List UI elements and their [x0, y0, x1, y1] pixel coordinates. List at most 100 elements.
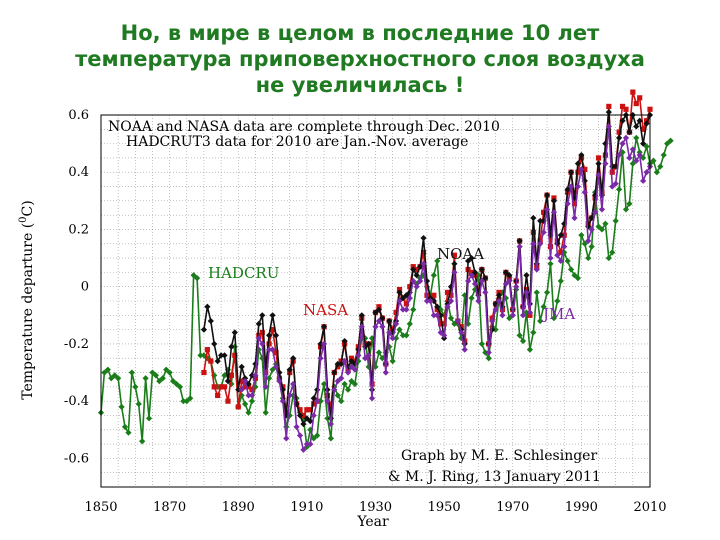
data-point-jma [478, 277, 485, 285]
data-point-nasa [269, 327, 276, 333]
data-point-nasa [235, 404, 241, 410]
data-point-nasa [232, 352, 238, 358]
data-point-jma [365, 352, 372, 359]
data-point-nasa [451, 252, 458, 258]
data-point-nasa [414, 266, 420, 273]
data-point-jma [272, 363, 280, 370]
data-point-noaa [310, 395, 317, 402]
data-point-hadcru [516, 332, 523, 339]
data-point-noaa [231, 329, 238, 336]
data-point-nasa [558, 249, 564, 255]
data-point-hadcru [547, 260, 554, 267]
data-point-hadcru [344, 386, 352, 393]
data-point-noaa [204, 303, 211, 310]
data-point-noaa [550, 197, 558, 204]
data-point-jma [561, 243, 568, 250]
data-point-jma [355, 352, 362, 359]
data-point-jma [242, 378, 249, 385]
data-point-hadcru [451, 320, 458, 327]
data-point-hadcru [396, 326, 403, 333]
data-point-noaa [331, 369, 338, 376]
data-point-jma [492, 306, 499, 313]
data-point-noaa [399, 295, 407, 302]
data-point-jma [454, 317, 461, 325]
data-point-nasa [623, 106, 629, 112]
data-point-hadcru [300, 415, 307, 422]
data-point-noaa [633, 123, 640, 130]
data-point-hadcru [657, 163, 664, 170]
x-tick-label: 2010 [633, 500, 666, 515]
data-point-noaa [217, 352, 225, 359]
data-point-hadcru [468, 295, 475, 302]
data-point-hadcru [595, 223, 602, 230]
data-point-jma [622, 134, 630, 141]
data-point-nasa [420, 249, 427, 255]
data-point-noaa [605, 109, 612, 116]
data-point-nasa [297, 407, 303, 413]
data-point-noaa [417, 263, 424, 270]
data-point-jma [341, 357, 348, 365]
data-point-noaa [410, 266, 417, 273]
data-point-jma [451, 269, 458, 276]
data-point-jma [585, 237, 592, 245]
data-point-hadcru [262, 409, 269, 416]
data-point-nasa [606, 103, 612, 110]
data-point-noaa [523, 272, 530, 279]
data-point-nasa [204, 347, 210, 353]
data-point-noaa [451, 260, 458, 267]
y-tick-label: -0.2 [64, 337, 89, 352]
data-point-noaa [365, 340, 372, 348]
data-point-noaa [303, 415, 310, 422]
data-point-hadcru [200, 352, 208, 359]
data-point-jma [533, 266, 540, 273]
data-point-jma [434, 312, 441, 319]
data-point-jma [310, 412, 317, 419]
data-point-noaa [348, 357, 355, 365]
data-point-hadcru [526, 346, 534, 353]
data-point-noaa [537, 217, 544, 224]
data-point-hadcru [540, 303, 547, 310]
y-tick-label: 0 [81, 280, 89, 295]
data-point-hadcru [482, 349, 489, 356]
data-point-noaa [602, 140, 609, 147]
data-point-noaa [530, 214, 537, 222]
data-point-hadcru [578, 232, 585, 239]
data-point-hadcru [616, 186, 623, 193]
data-point-hadcru [101, 369, 108, 376]
data-point-jma [307, 440, 314, 448]
data-point-noaa [403, 292, 410, 299]
data-point-jma [485, 349, 492, 356]
data-point-nasa [582, 166, 588, 172]
data-point-jma [554, 252, 561, 259]
data-point-hadcru [214, 383, 221, 390]
data-point-jma [441, 332, 448, 339]
data-point-hadcru [341, 380, 348, 388]
data-point-nasa [441, 321, 447, 327]
data-point-noaa [375, 306, 383, 313]
data-point-jma [502, 280, 509, 287]
data-point-hadcru [612, 217, 619, 224]
data-point-nasa [311, 401, 317, 407]
data-point-noaa [200, 326, 208, 333]
data-point-hadcru [104, 366, 111, 373]
data-point-jma [417, 277, 424, 285]
data-point-hadcru [111, 372, 118, 379]
credit-line-2: & M. J. Ring, 13 January 2011 [388, 469, 601, 485]
data-point-nasa [541, 209, 547, 215]
data-point-jma [530, 240, 537, 247]
series-label-jma: JMA [541, 305, 575, 323]
data-point-noaa [626, 129, 633, 136]
data-point-hadcru [248, 398, 256, 405]
data-point-noaa [502, 269, 509, 276]
data-point-jma [245, 392, 252, 399]
data-point-noaa [290, 355, 297, 362]
data-point-hadcru [121, 423, 129, 431]
data-point-jma [331, 386, 338, 393]
data-point-nasa [266, 341, 272, 347]
data-point-noaa [307, 418, 314, 425]
data-point-jma [519, 312, 527, 319]
data-point-jma [643, 169, 650, 176]
data-point-noaa [465, 257, 472, 265]
data-point-jma [571, 214, 578, 222]
